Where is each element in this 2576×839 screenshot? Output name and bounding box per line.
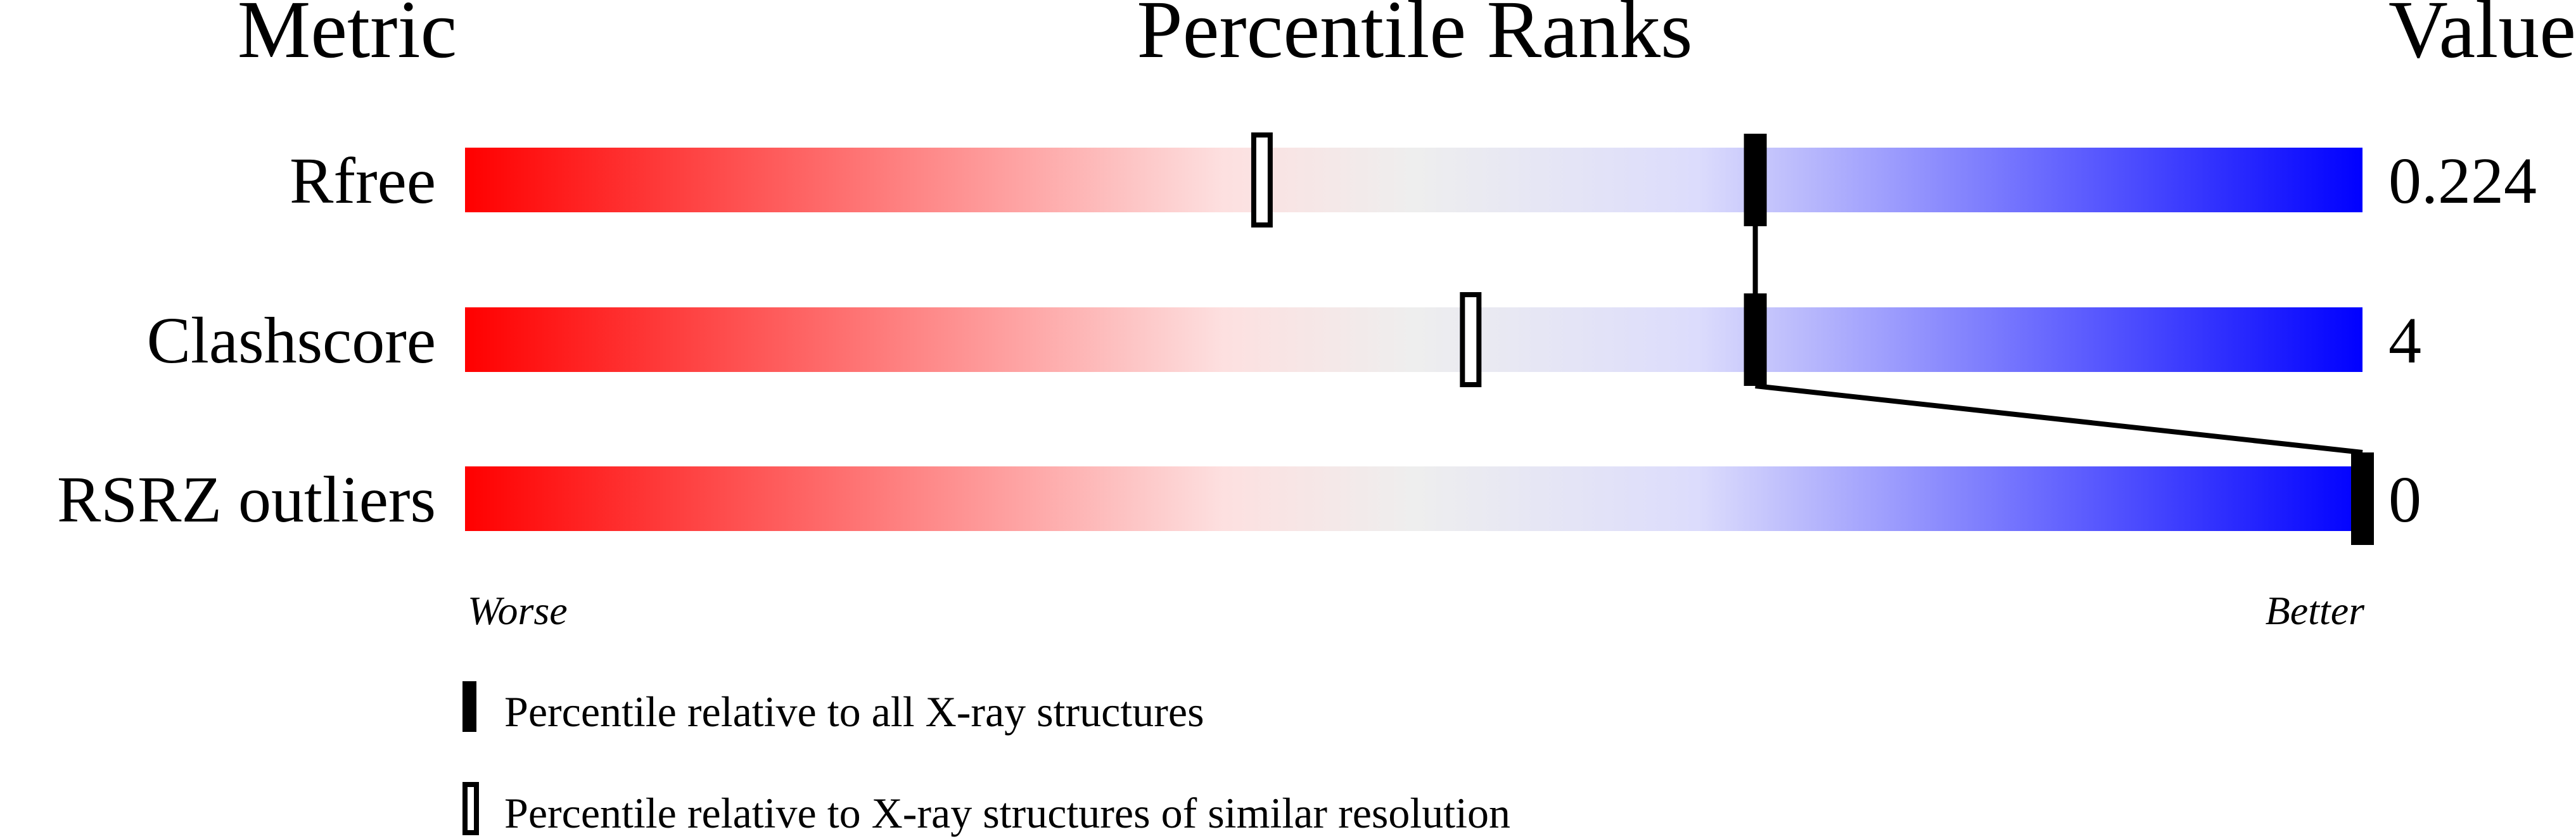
header-metric: Metric: [238, 0, 457, 75]
markers: [1251, 132, 2374, 545]
header-value: Value: [2388, 0, 2576, 75]
similar-resolution-marker: [1460, 292, 1482, 387]
all-structures-marker: [1744, 134, 1767, 226]
better-label: Better: [2266, 588, 2365, 633]
legend-filled-marker: [462, 681, 476, 732]
metric-value: 0: [2388, 463, 2421, 536]
metric-value: 0.224: [2388, 144, 2537, 217]
all-structures-marker: [2351, 452, 2374, 545]
rows: Rfree 0.224 Clashscore 4 RSRZ outliers 0: [57, 144, 2537, 536]
legend-filled-label: Percentile relative to all X-ray structu…: [504, 688, 1204, 736]
percentile-bar: [465, 148, 2362, 212]
worse-label: Worse: [468, 588, 568, 633]
metric-label: Clashscore: [147, 304, 436, 377]
chart-title: Percentile Ranks: [1137, 0, 1692, 75]
all-structures-marker: [1744, 293, 1767, 386]
metric-value: 4: [2388, 304, 2421, 377]
percentile-bar: [465, 466, 2362, 531]
percentile-bar: [465, 307, 2362, 372]
similar-resolution-marker: [1251, 132, 1273, 227]
legend-open-label: Percentile relative to X-ray structures …: [504, 789, 1510, 837]
metric-label: RSRZ outliers: [57, 463, 436, 536]
connector-line: [1752, 226, 2363, 455]
metric-label: Rfree: [290, 144, 436, 217]
legend-open-marker: [462, 782, 479, 835]
